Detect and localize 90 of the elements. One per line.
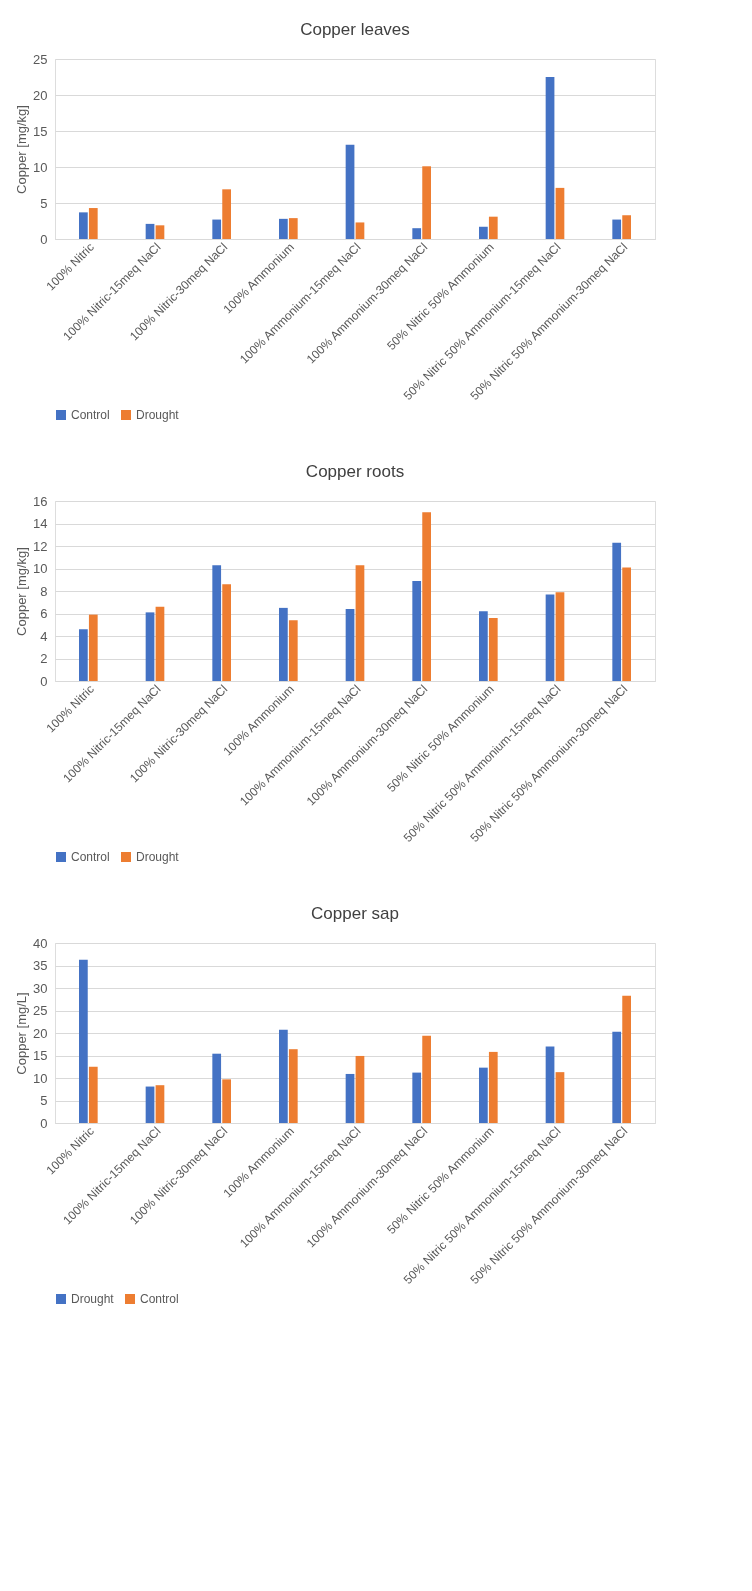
bar xyxy=(145,1086,155,1123)
bar xyxy=(212,219,222,239)
bar xyxy=(612,542,622,681)
bar xyxy=(488,618,498,681)
chart-title: Copper roots xyxy=(305,462,405,481)
bar xyxy=(545,1046,555,1123)
bar xyxy=(612,219,622,239)
bar xyxy=(622,567,631,681)
y-tick-label: 6 xyxy=(40,606,48,621)
y-tick-label: 5 xyxy=(40,195,48,211)
y-tick-label: 10 xyxy=(33,159,48,175)
y-tick-label: 2 xyxy=(40,651,48,666)
bar xyxy=(79,959,88,1123)
y-tick-label: 10 xyxy=(33,1070,48,1086)
bar xyxy=(488,1051,498,1123)
legend-label: Drought xyxy=(136,408,180,422)
y-tick-label: 0 xyxy=(40,231,48,247)
bar xyxy=(412,580,422,681)
bar xyxy=(555,187,565,239)
bar xyxy=(355,565,365,681)
bar xyxy=(279,1029,288,1123)
bar xyxy=(279,607,288,681)
bar xyxy=(155,606,165,681)
bar xyxy=(345,144,355,239)
legend-label: Control xyxy=(71,850,110,864)
y-tick-label: 20 xyxy=(33,87,48,103)
bar xyxy=(412,1072,422,1123)
bar xyxy=(545,594,555,681)
y-axis-title: Copper [mg/L] xyxy=(14,992,30,1075)
bar xyxy=(79,629,88,681)
bar xyxy=(479,611,488,681)
bar xyxy=(88,1066,98,1123)
legend-label: Drought xyxy=(71,1292,115,1306)
y-tick-label: 16 xyxy=(33,493,48,509)
bar xyxy=(422,512,431,681)
bar xyxy=(88,208,98,239)
y-tick-label: 20 xyxy=(33,1025,48,1041)
bar xyxy=(222,584,231,681)
y-tick-label: 35 xyxy=(33,958,48,973)
y-tick-label: 15 xyxy=(33,1048,48,1063)
bar xyxy=(555,592,565,681)
legend-label: Control xyxy=(140,1292,179,1306)
y-axis-title: Copper [mg/kg] xyxy=(14,547,30,636)
legend-label: Drought xyxy=(136,850,180,864)
bar xyxy=(612,1031,622,1123)
bar xyxy=(345,609,355,681)
bar xyxy=(222,1079,231,1123)
y-tick-label: 10 xyxy=(33,561,48,576)
bar xyxy=(212,1053,222,1123)
bar xyxy=(479,226,488,239)
bar xyxy=(155,1085,165,1123)
bar xyxy=(212,565,222,681)
y-tick-label: 30 xyxy=(33,980,48,996)
y-tick-label: 14 xyxy=(33,516,48,531)
bar xyxy=(79,212,88,239)
bar xyxy=(422,1035,431,1123)
y-tick-label: 4 xyxy=(40,628,48,644)
y-tick-label: 12 xyxy=(33,538,48,554)
bar xyxy=(288,1049,298,1123)
bar xyxy=(422,166,431,239)
y-tick-label: 40 xyxy=(33,935,48,951)
bar xyxy=(412,228,422,239)
bar xyxy=(345,1073,355,1123)
bar xyxy=(622,215,631,239)
bar xyxy=(145,223,155,239)
bar xyxy=(622,995,631,1123)
bar xyxy=(488,216,498,239)
y-tick-label: 15 xyxy=(33,123,48,139)
bar xyxy=(145,612,155,681)
bar xyxy=(279,218,288,239)
bar xyxy=(88,614,98,681)
bar xyxy=(288,218,298,239)
y-tick-label: 25 xyxy=(33,1003,48,1018)
chart-title: Copper sap xyxy=(311,904,399,923)
bar xyxy=(545,77,555,239)
bar xyxy=(355,1055,365,1123)
y-tick-label: 0 xyxy=(40,1115,48,1131)
y-tick-label: 25 xyxy=(33,51,48,67)
chart-title: Copper leaves xyxy=(300,20,410,39)
y-tick-label: 8 xyxy=(40,583,48,599)
bar xyxy=(355,222,365,239)
legend-label: Control xyxy=(71,408,110,422)
y-tick-label: 0 xyxy=(40,673,48,689)
bar xyxy=(288,620,298,681)
y-tick-label: 5 xyxy=(40,1093,48,1108)
bar xyxy=(555,1072,565,1123)
bar xyxy=(222,189,231,239)
bar xyxy=(479,1067,488,1123)
y-axis-title: Copper [mg/kg] xyxy=(14,105,30,194)
bar xyxy=(155,225,165,239)
